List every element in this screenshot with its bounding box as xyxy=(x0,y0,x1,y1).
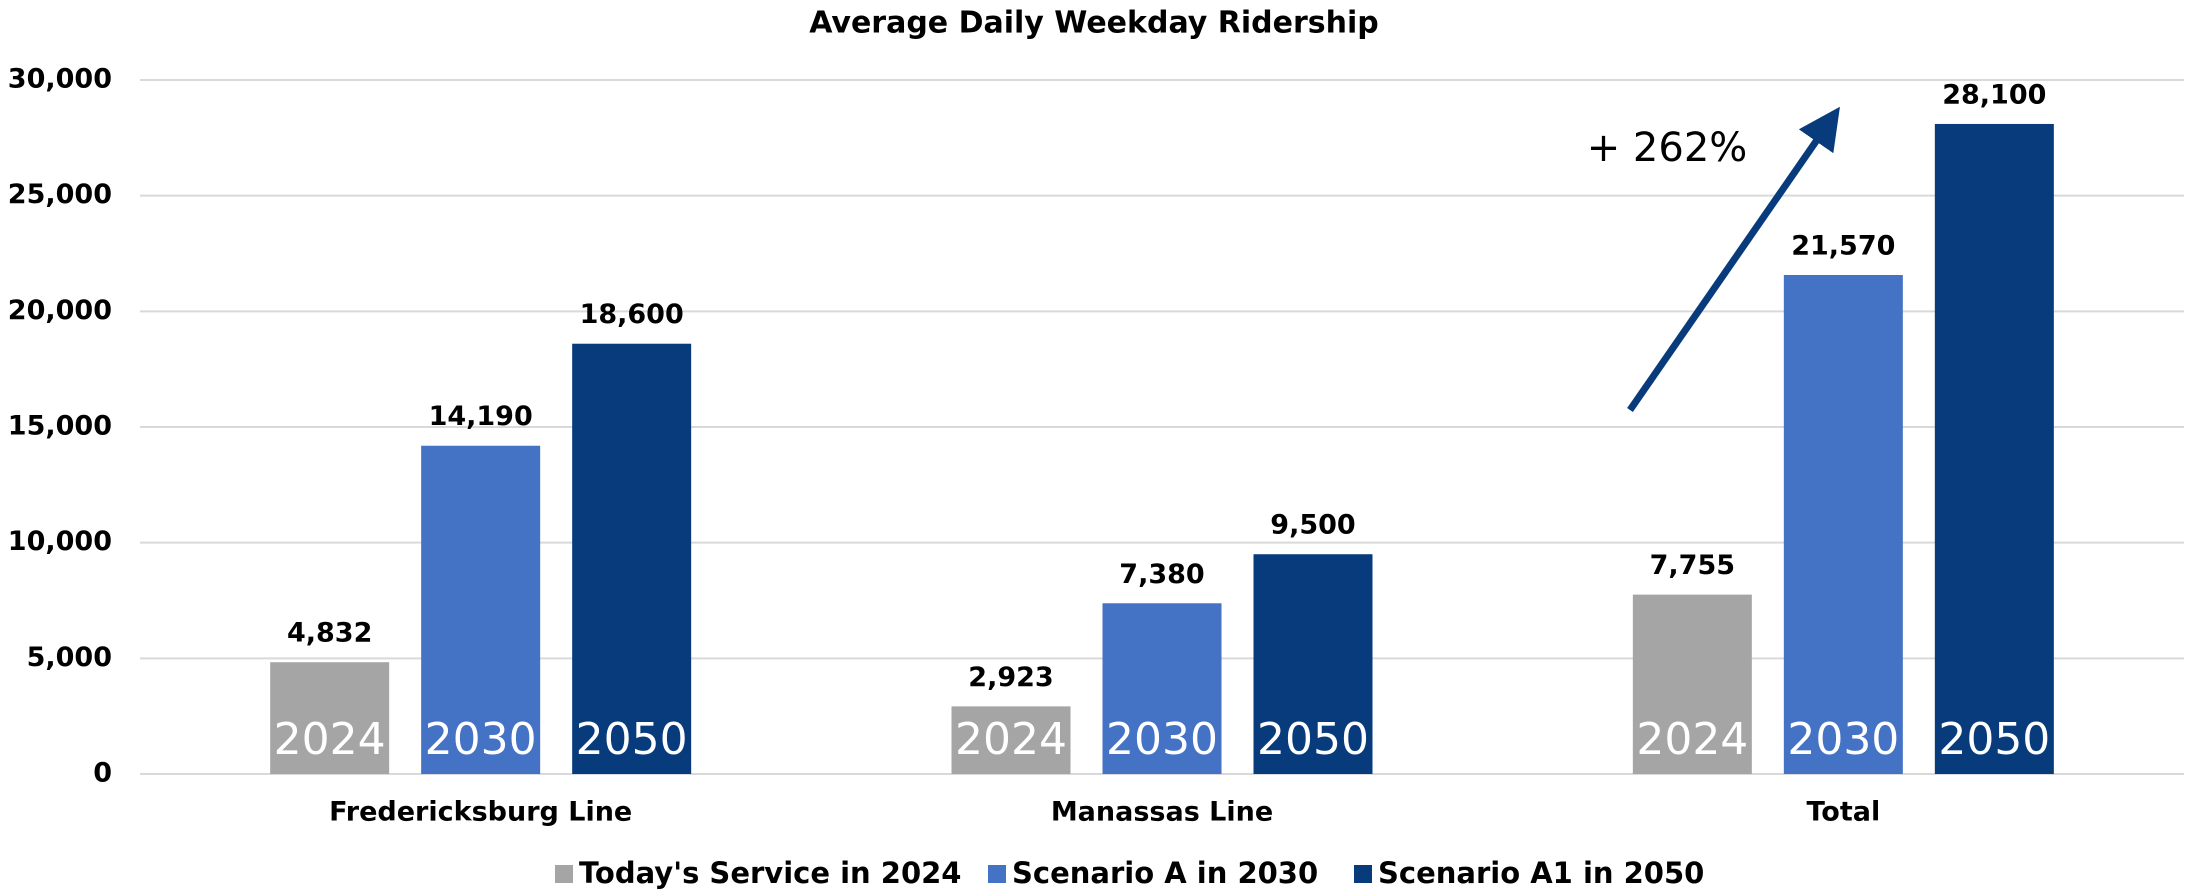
bar-year-label: 2050 xyxy=(576,714,688,765)
bar-year-label: 2024 xyxy=(1636,714,1748,765)
legend-label: Scenario A1 in 2050 xyxy=(1378,856,1704,890)
bar xyxy=(270,662,390,774)
annotation: + 262% xyxy=(1587,125,1748,171)
bar-year-label: 2024 xyxy=(955,714,1067,765)
bar-year-label: 2030 xyxy=(425,714,537,765)
bar xyxy=(1102,603,1222,774)
value-label: 4,832 xyxy=(287,618,372,649)
bar xyxy=(1934,123,2054,775)
arrow xyxy=(1627,106,1840,412)
x-tick-label: Manassas Line xyxy=(1051,797,1273,828)
x-tick-label: Total xyxy=(1806,797,1880,828)
bar-year-label: 2050 xyxy=(1257,714,1369,765)
y-tick-label: 10,000 xyxy=(8,526,112,557)
bar xyxy=(951,706,1071,774)
value-label: 28,100 xyxy=(1942,79,2046,110)
legend-swatch xyxy=(1354,865,1372,883)
value-label: 7,380 xyxy=(1119,559,1204,590)
bar xyxy=(1632,594,1752,774)
value-label: 2,923 xyxy=(968,662,1053,693)
bar-year-label: 2030 xyxy=(1106,714,1218,765)
bar xyxy=(421,445,541,774)
value-label: 7,755 xyxy=(1650,550,1735,581)
chart-title: Average Daily Weekday Ridership xyxy=(809,6,1379,41)
y-tick-label: 5,000 xyxy=(27,642,112,673)
bar-year-label: 2030 xyxy=(1787,714,1899,765)
y-tick-label: 20,000 xyxy=(8,295,112,326)
y-tick-label: 0 xyxy=(93,758,112,789)
legend-swatch xyxy=(555,865,573,883)
bar xyxy=(572,343,692,774)
bar xyxy=(1253,554,1373,774)
value-label: 9,500 xyxy=(1270,510,1355,541)
y-tick-label: 30,000 xyxy=(8,64,112,95)
value-label: 21,570 xyxy=(1791,231,1895,262)
value-label: 14,190 xyxy=(429,401,533,432)
bar-year-label: 2024 xyxy=(274,714,386,765)
legend-label: Scenario A in 2030 xyxy=(1012,856,1318,890)
value-label: 18,600 xyxy=(580,299,684,330)
bar-year-label: 2050 xyxy=(1938,714,2050,765)
legend-swatch xyxy=(988,865,1006,883)
y-tick-label: 15,000 xyxy=(8,411,112,442)
y-tick-label: 25,000 xyxy=(8,179,112,210)
x-tick-label: Fredericksburg Line xyxy=(329,797,632,828)
bar xyxy=(1783,275,1903,774)
legend-label: Today's Service in 2024 xyxy=(579,856,961,890)
